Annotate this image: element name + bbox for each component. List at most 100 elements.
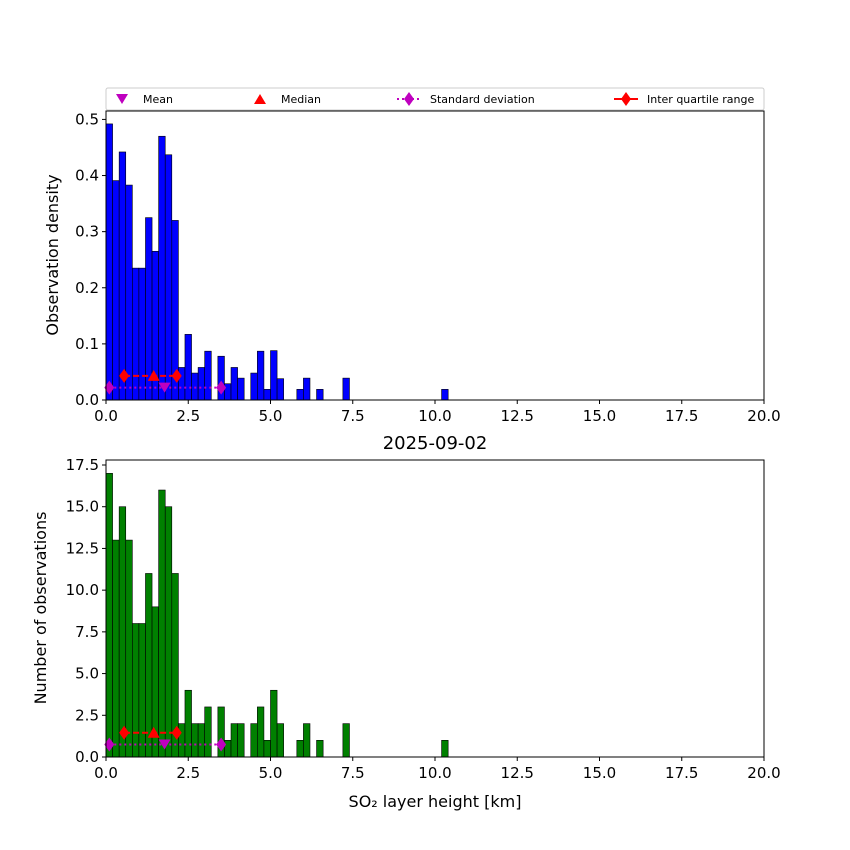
legend-mean-marker <box>116 94 128 104</box>
y-tick-label: 2.5 <box>75 706 99 724</box>
bar <box>118 151 127 401</box>
bar <box>263 740 271 758</box>
y-tick-label: 7.5 <box>75 623 99 641</box>
chart-title-date: 2025-09-02 <box>383 433 488 454</box>
mean-marker <box>158 739 171 750</box>
x-tick-label: 20.0 <box>747 407 780 425</box>
bar <box>191 723 199 758</box>
bar <box>138 623 146 758</box>
bar <box>296 740 304 758</box>
bar <box>132 623 140 758</box>
legend-iqr-label: Inter quartile range <box>647 93 754 106</box>
y-tick-label: 0.3 <box>75 223 99 241</box>
bar <box>441 740 449 758</box>
bar <box>237 723 245 758</box>
iqr-high-marker <box>171 368 182 383</box>
y-tick-label: 0.2 <box>75 279 99 297</box>
x-tick-label: 10.0 <box>418 764 451 782</box>
bar <box>105 473 113 758</box>
bar <box>138 267 146 401</box>
y-tick-label: 0.1 <box>75 335 99 353</box>
bar <box>441 389 449 401</box>
bar <box>276 723 284 758</box>
x-tick-label: 5.0 <box>259 764 283 782</box>
x-tick-label: 7.5 <box>341 764 365 782</box>
bar <box>303 377 311 401</box>
bar <box>204 350 212 401</box>
legend-mean-label: Mean <box>143 93 173 106</box>
bar <box>184 334 192 401</box>
bar <box>145 573 153 758</box>
legend-entry-mean: Mean <box>116 93 173 106</box>
median-marker <box>147 369 160 381</box>
bar <box>263 389 271 401</box>
x-tick-label: 17.5 <box>665 764 698 782</box>
legend-frame <box>105 87 765 111</box>
legend-std-label: Standard deviation <box>430 93 535 106</box>
x-tick-label: 0.0 <box>94 764 118 782</box>
y-tick-label: 0.5 <box>75 110 99 128</box>
y-tick-label: 12.5 <box>66 539 99 557</box>
bar <box>178 723 186 758</box>
std-high-marker <box>216 737 227 752</box>
bar <box>125 539 133 758</box>
bar <box>145 217 153 401</box>
x-tick-label: 15.0 <box>583 407 616 425</box>
bar <box>118 506 127 758</box>
count-histogram: 0.0 2.5 5.0 7.5 10.0 12.5 15.0 17.5 20.0 0.0 2.5 5.… <box>66 456 781 782</box>
bar <box>342 377 350 401</box>
x-tick-label: 5.0 <box>259 407 283 425</box>
bar <box>158 135 166 401</box>
bar <box>250 372 258 401</box>
bar <box>303 723 311 758</box>
mean-marker <box>158 382 171 393</box>
std-low-marker <box>104 737 115 752</box>
x-tick-label: 10.0 <box>418 407 451 425</box>
bar <box>224 383 232 401</box>
legend-iqr-marker <box>621 92 631 106</box>
bar <box>230 367 238 401</box>
x-tick-label: 20.0 <box>747 764 780 782</box>
bar <box>230 723 238 758</box>
iqr-high-marker <box>171 725 182 740</box>
bar <box>197 723 205 758</box>
y-tick-label: 0.0 <box>75 391 99 409</box>
legend-entry-median: Median <box>254 93 321 106</box>
y-tick-label: 15.0 <box>66 498 99 516</box>
bar <box>296 389 304 401</box>
bar <box>270 350 278 401</box>
bar <box>197 367 205 401</box>
count-y-axis-label: Number of observations <box>31 512 50 705</box>
bar <box>191 372 199 401</box>
bar <box>178 367 186 401</box>
legend: Mean Median Standard deviation Inter qua… <box>105 87 765 111</box>
iqr-low-marker <box>119 725 130 740</box>
bar <box>257 350 265 401</box>
bar <box>316 389 324 401</box>
iqr-low-marker <box>119 368 130 383</box>
count-x-axis-label: SO₂ layer height [km] <box>349 792 522 811</box>
density-y-axis-label: Observation density <box>43 174 62 335</box>
std-low-marker <box>104 380 115 395</box>
bar <box>132 267 140 401</box>
bar <box>164 154 173 401</box>
bar <box>224 740 232 758</box>
x-tick-label: 15.0 <box>583 764 616 782</box>
legend-std-marker <box>404 92 414 106</box>
y-tick-label: 0.4 <box>75 167 99 185</box>
legend-entry-iqr: Inter quartile range <box>614 92 754 106</box>
legend-entry-std: Standard deviation <box>397 92 535 106</box>
bar <box>112 180 120 401</box>
bar <box>164 506 173 758</box>
x-tick-label: 12.5 <box>501 764 534 782</box>
bar <box>276 378 284 401</box>
y-tick-label: 0.0 <box>75 748 99 766</box>
median-marker <box>147 726 160 738</box>
bar <box>257 706 265 758</box>
bar <box>204 706 212 758</box>
bar <box>342 723 350 758</box>
x-tick-label: 7.5 <box>341 407 365 425</box>
bar <box>184 689 192 758</box>
y-tick-label: 17.5 <box>66 456 99 474</box>
